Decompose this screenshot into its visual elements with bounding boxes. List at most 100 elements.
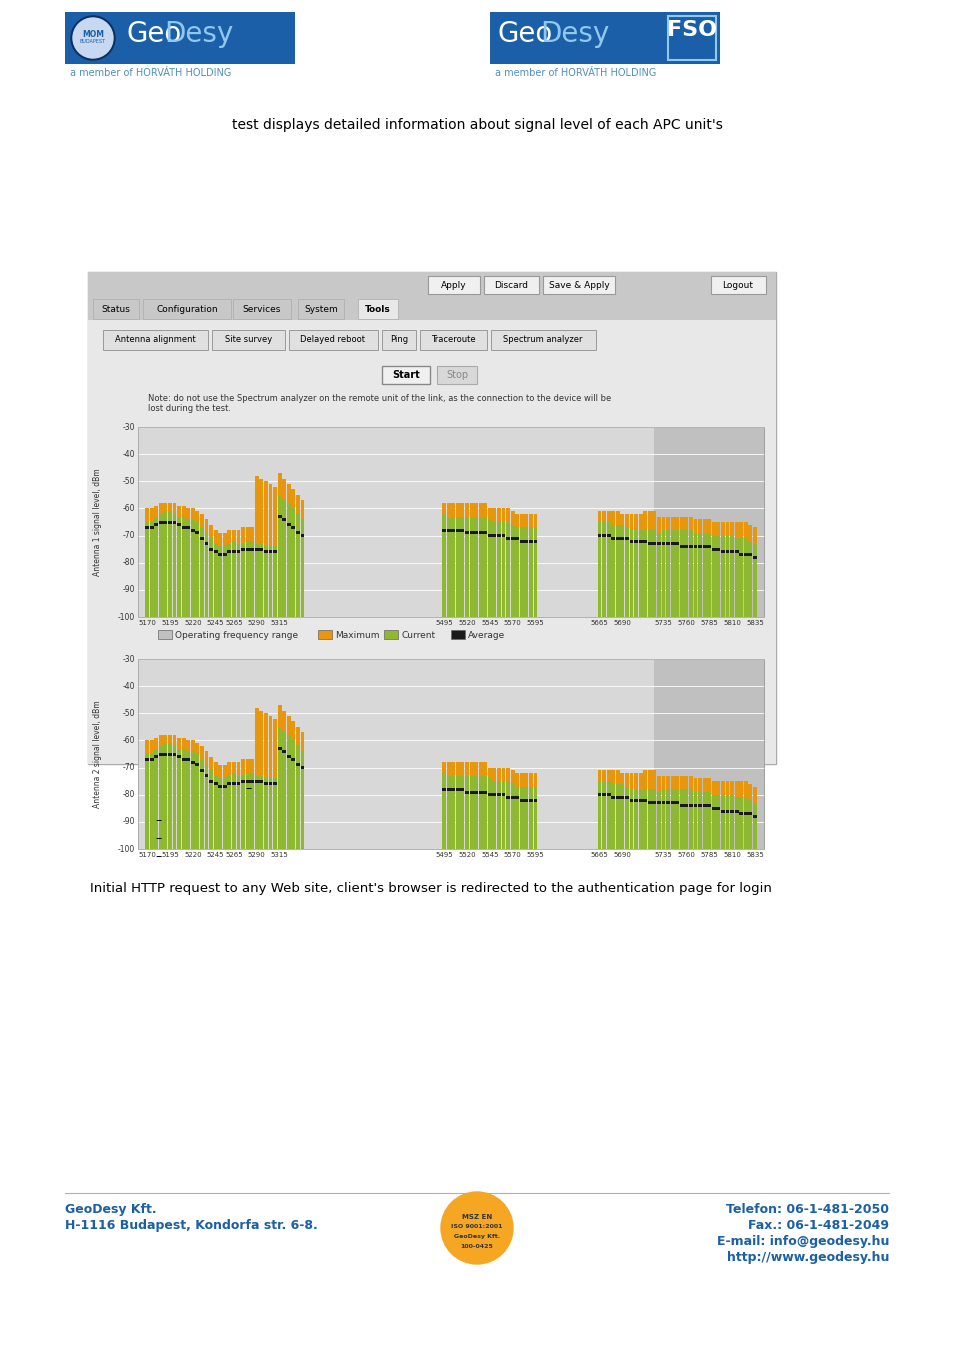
Text: Note: do not use the Spectrum analyzer on the remote unit of the link, as the co: Note: do not use the Spectrum analyzer o…	[148, 394, 611, 414]
Bar	[711, 522, 715, 535]
Bar	[456, 787, 459, 791]
Bar	[297, 299, 344, 319]
Bar	[652, 511, 656, 530]
Bar	[209, 756, 213, 770]
Bar	[269, 546, 273, 617]
Text: a member of HORVÁTH HOLDING: a member of HORVÁTH HOLDING	[70, 67, 232, 78]
Text: 5785: 5785	[700, 620, 718, 625]
Text: Tools: Tools	[365, 305, 391, 314]
Bar	[492, 793, 496, 797]
Text: 5290: 5290	[248, 620, 265, 625]
Bar	[711, 807, 715, 810]
Text: Fax.: 06-1-481-2049: Fax.: 06-1-481-2049	[747, 1219, 888, 1232]
Bar	[487, 793, 491, 797]
Text: 5785: 5785	[700, 852, 718, 857]
Text: 5760: 5760	[677, 620, 695, 625]
Bar	[611, 770, 615, 783]
Bar	[616, 795, 619, 799]
Bar	[752, 527, 756, 543]
Bar	[515, 787, 518, 849]
Bar	[163, 503, 167, 511]
Bar	[451, 503, 455, 516]
Text: -100: -100	[117, 612, 135, 621]
Bar	[159, 520, 163, 523]
Bar	[739, 553, 742, 557]
Bar	[688, 516, 692, 530]
Bar	[218, 553, 222, 557]
Bar	[624, 772, 628, 787]
Bar	[519, 787, 523, 849]
Bar	[619, 772, 623, 783]
Bar	[218, 546, 222, 617]
Bar	[145, 754, 149, 849]
Bar	[287, 523, 291, 526]
Bar	[698, 803, 701, 807]
Bar	[724, 795, 729, 849]
Bar	[446, 528, 450, 531]
Bar	[483, 762, 487, 775]
Bar	[291, 758, 295, 760]
Text: Traceroute: Traceroute	[430, 336, 475, 345]
Bar	[611, 524, 615, 617]
Bar	[254, 708, 258, 775]
Bar	[529, 772, 533, 787]
Text: 5265: 5265	[225, 620, 242, 625]
Text: MSZ EN: MSZ EN	[461, 1215, 492, 1220]
Bar	[236, 775, 240, 849]
Bar	[519, 527, 523, 617]
Bar	[688, 790, 692, 849]
Bar	[624, 527, 628, 617]
Bar	[702, 519, 706, 532]
Text: 5245: 5245	[207, 620, 224, 625]
Bar	[191, 740, 194, 751]
Bar	[752, 787, 756, 803]
Bar	[642, 798, 646, 802]
Bar	[168, 503, 172, 511]
Bar	[269, 778, 273, 849]
Bar	[300, 751, 304, 849]
Bar	[487, 778, 491, 849]
Bar	[300, 519, 304, 617]
Bar	[679, 803, 683, 807]
Bar	[510, 795, 514, 799]
Bar	[533, 787, 537, 849]
Bar	[711, 780, 715, 795]
Bar	[657, 516, 660, 532]
Text: –: –	[154, 814, 161, 828]
Text: H-1116 Budapest, Kondorfa str. 6-8.: H-1116 Budapest, Kondorfa str. 6-8.	[65, 1219, 317, 1232]
Text: 5220: 5220	[184, 620, 201, 625]
Text: a member of HORVÁTH HOLDING: a member of HORVÁTH HOLDING	[495, 67, 656, 78]
Bar	[483, 775, 487, 849]
Bar	[665, 790, 669, 849]
Bar	[642, 539, 646, 542]
Bar	[446, 787, 450, 791]
Bar	[250, 527, 253, 541]
Bar	[716, 535, 720, 617]
Bar	[168, 520, 172, 523]
Bar	[739, 522, 742, 538]
Bar	[657, 801, 660, 805]
Bar	[611, 795, 615, 799]
Bar	[464, 775, 469, 849]
Bar	[213, 530, 217, 543]
Bar	[282, 500, 286, 617]
Bar	[747, 801, 752, 849]
Bar	[236, 782, 240, 786]
Bar	[163, 511, 167, 617]
Bar	[232, 530, 235, 541]
Bar	[213, 762, 217, 775]
Bar	[172, 752, 176, 755]
Bar	[204, 774, 209, 778]
Bar	[456, 762, 459, 775]
Bar	[675, 530, 679, 617]
Text: 5170: 5170	[138, 620, 156, 625]
Text: -70: -70	[122, 763, 135, 772]
Bar	[159, 503, 163, 514]
Bar	[524, 798, 528, 802]
Bar	[670, 516, 674, 530]
Bar	[442, 514, 446, 617]
Bar	[357, 299, 397, 319]
Bar	[442, 787, 446, 791]
Bar	[227, 762, 231, 775]
Bar	[634, 539, 638, 542]
